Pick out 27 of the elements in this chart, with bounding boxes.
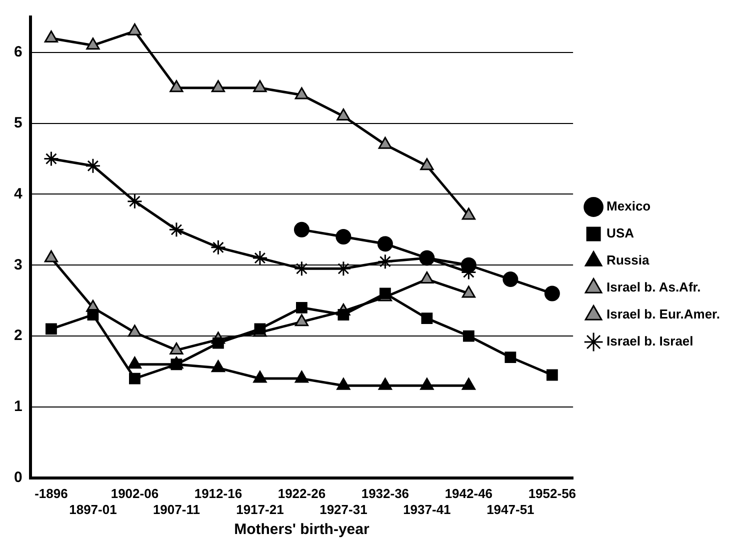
x-tick-label: 1932-36 xyxy=(361,486,410,502)
x-tick-label: 1947-51 xyxy=(486,502,534,517)
x-tick-label: 1917-21 xyxy=(236,502,284,517)
y-tick-label: 3 xyxy=(14,256,22,274)
x-tick-label: 1922-26 xyxy=(278,486,326,502)
legend-label: Russia xyxy=(606,252,650,268)
y-tick-label: 5 xyxy=(14,114,22,132)
legend-label: Israel b. Eur.Amer. xyxy=(606,306,720,322)
x-tick-label: 1902-06 xyxy=(110,486,159,502)
x-tick-label: 1897-01 xyxy=(69,502,117,517)
x-tick-label: 1907-11 xyxy=(152,502,200,517)
y-tick-label: 4 xyxy=(14,185,23,202)
y-tick-label: 1 xyxy=(14,398,22,416)
legend-label: Israel b. Israel xyxy=(606,334,694,349)
x-tick-label: 1942-46 xyxy=(444,486,493,502)
x-tick-label: -1896 xyxy=(34,486,68,502)
legend-label: Mexico xyxy=(606,198,651,214)
x-tick-label: 1937-41 xyxy=(403,502,451,517)
y-tick-label: 2 xyxy=(14,327,22,344)
x-axis-title: Mothers' birth-year xyxy=(234,521,370,538)
y-tick-label: 6 xyxy=(14,44,22,61)
x-tick-label: 1927-31 xyxy=(320,502,368,517)
x-tick-label: 1912-16 xyxy=(194,486,242,502)
x-tick-label: 1952-56 xyxy=(528,486,576,502)
legend-label: USA xyxy=(606,226,635,241)
legend-label: Israel b. As.Afr. xyxy=(606,280,701,295)
y-tick-label: 0 xyxy=(14,468,22,486)
